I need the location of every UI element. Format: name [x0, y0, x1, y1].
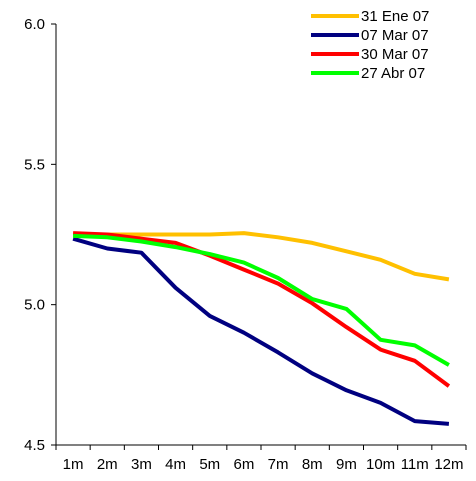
- x-tick-label: 8m: [302, 456, 323, 473]
- legend-label: 31 Ene 07: [361, 8, 429, 25]
- x-tick-label: 5m: [199, 456, 220, 473]
- series-lines: [72, 231, 451, 426]
- x-tick-label: 11m: [401, 456, 429, 473]
- x-tick-label: 1m: [63, 456, 84, 473]
- series-line-3: [73, 231, 451, 388]
- y-tick-label: 5.5: [24, 156, 45, 173]
- series-line-1: [73, 231, 450, 282]
- x-tick-label: 7m: [268, 456, 289, 473]
- x-tick-label: 12m: [434, 456, 463, 473]
- series-line-4: [73, 233, 450, 367]
- y-tick-label: 5.0: [24, 297, 45, 314]
- legend-label: 30 Mar 07: [361, 46, 429, 63]
- y-ticks: 4.5 5.0 5.5 6.0: [24, 16, 56, 454]
- legend-label: 27 Abr 07: [361, 65, 425, 82]
- x-tick-label: 2m: [97, 456, 118, 473]
- x-tick-label: 10m: [366, 456, 395, 473]
- legend-label: 07 Mar 07: [361, 27, 429, 44]
- series-line-2: [72, 236, 450, 426]
- x-tick-label: 9m: [336, 456, 357, 473]
- x-tick-label: 3m: [131, 456, 152, 473]
- x-tick-label: 4m: [165, 456, 186, 473]
- y-tick-label: 6.0: [24, 16, 45, 33]
- legend: 31 Ene 07 07 Mar 07 30 Mar 07 27 Abr 07: [311, 8, 429, 82]
- y-tick-label: 4.5: [24, 437, 45, 454]
- x-ticks: 1m 2m 3m 4m 5m 6m 7m 8m 9m 10m 11m 12m: [55, 445, 467, 473]
- x-tick-label: 6m: [233, 456, 254, 473]
